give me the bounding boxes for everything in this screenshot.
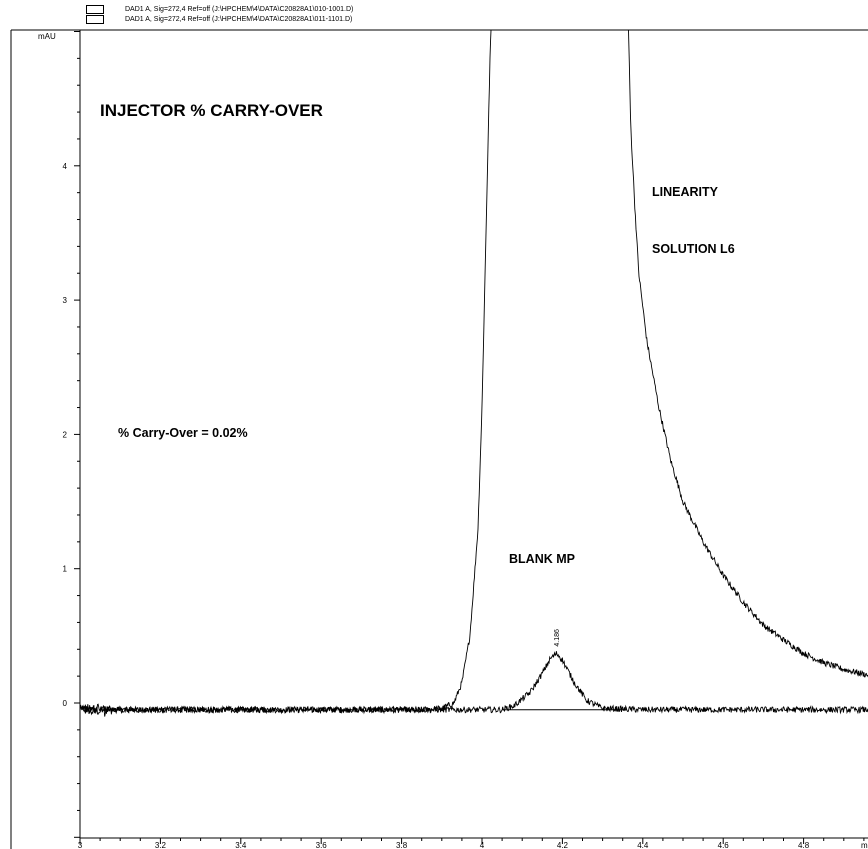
legend-entry-2: DAD1 A, Sig=272,4 Ref=off (J:\HPCHEM\4\D…	[86, 15, 352, 24]
axes: mAU m 0 1 2 3 4 3 3.2 3.4 3.6 3.8 4 4.2 4.4 4.6 4.8	[10, 29, 868, 849]
peak-retention-label: 4.186	[554, 629, 561, 647]
y-tick-label: 0	[63, 699, 68, 708]
y-tick-label: 4	[63, 162, 68, 171]
y-tick-label: 1	[63, 565, 68, 574]
legend-swatch-icon	[86, 15, 104, 24]
x-tick-label: 3.2	[155, 841, 167, 849]
y-tick-label: 2	[63, 430, 68, 439]
legend-label: DAD1 A, Sig=272,4 Ref=off (J:\HPCHEM\4\D…	[125, 6, 354, 13]
annotations: INJECTOR % CARRY-OVER LINEARITY SOLUTION…	[100, 101, 735, 566]
x-tick-label: 4	[480, 841, 485, 849]
blank-label: BLANK MP	[509, 552, 575, 566]
x-tick-label: 3.4	[235, 841, 247, 849]
y-axis-label: mAU	[38, 32, 56, 41]
x-tick-label: 4.6	[718, 841, 730, 849]
x-tick-label: 4.2	[557, 841, 569, 849]
y-tick-label: 3	[63, 296, 68, 305]
x-axis-label: m	[861, 841, 868, 849]
x-tick-label: 4.4	[637, 841, 649, 849]
solution-label: SOLUTION L6	[652, 242, 735, 256]
legend-swatch-icon	[86, 5, 104, 14]
x-tick-label: 3.8	[396, 841, 408, 849]
signal-traces: 4.186	[80, 30, 868, 717]
legend-entry-1: DAD1 A, Sig=272,4 Ref=off (J:\HPCHEM\4\D…	[86, 5, 353, 14]
carry-over-label: % Carry-Over = 0.02%	[118, 426, 248, 440]
x-tick-label: 3.6	[316, 841, 328, 849]
series-line-2	[80, 651, 868, 717]
chart-title: INJECTOR % CARRY-OVER	[100, 101, 323, 120]
x-tick-label: 4.8	[798, 841, 810, 849]
x-tick-label: 3	[78, 841, 83, 849]
legend-label: DAD1 A, Sig=272,4 Ref=off (J:\HPCHEM\4\D…	[125, 16, 353, 23]
linearity-label: LINEARITY	[652, 185, 719, 199]
